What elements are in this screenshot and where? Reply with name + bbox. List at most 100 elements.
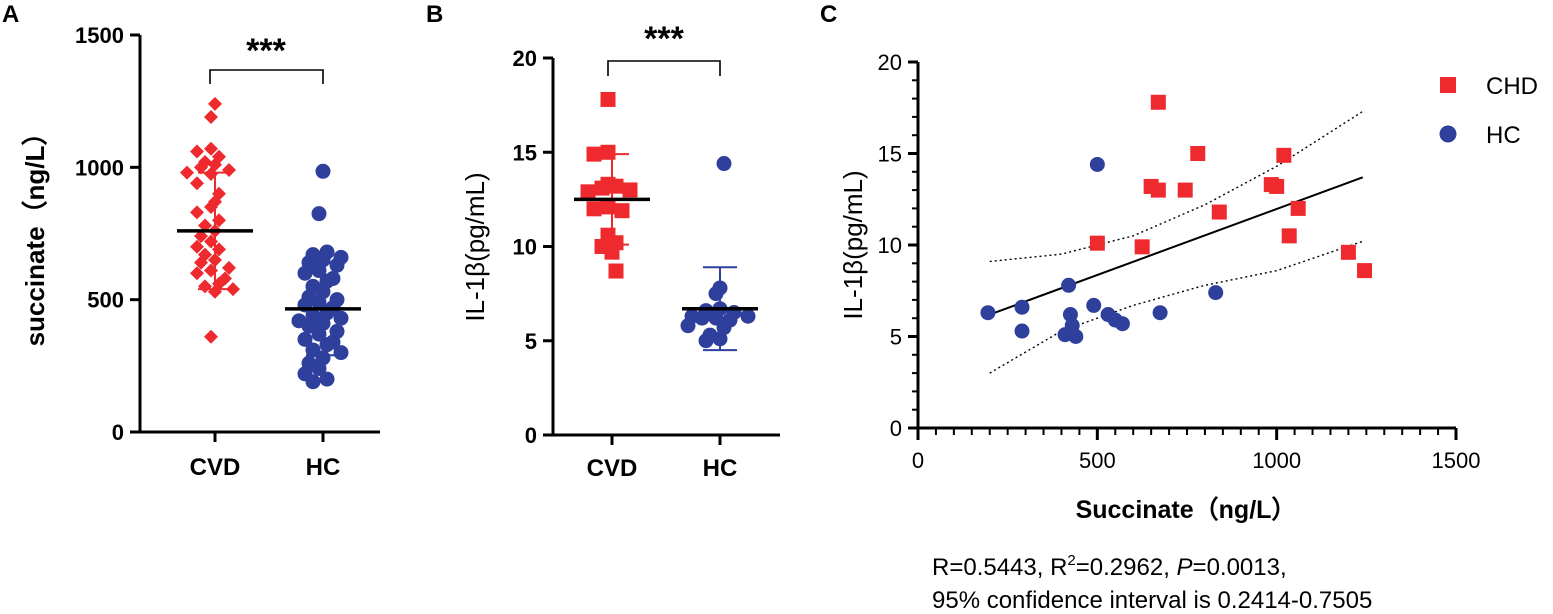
x-tick-label: 500 [1079, 448, 1116, 473]
panel-a-axes [138, 35, 380, 442]
data-point-hc [315, 163, 331, 179]
panel-letter-a: A [2, 1, 19, 28]
panel-letter-c: C [820, 1, 837, 28]
y-tick-label: 10 [513, 235, 537, 260]
panel-c-stats-line-2: 95% confidence interval is 0.2414-0.7505 [932, 587, 1372, 614]
data-point-cvd [204, 110, 218, 125]
data-point-chd [1276, 147, 1292, 163]
data-point-cvd [222, 162, 236, 177]
data-point-cvd [586, 146, 602, 162]
x-tick-label: 1500 [1432, 448, 1481, 473]
legend-chd-label: CHD [1486, 73, 1538, 100]
data-point-chd [1211, 204, 1227, 220]
panel-c-confidence-band [989, 110, 1364, 374]
data-point-cvd [204, 141, 218, 156]
data-point-cvd [190, 176, 204, 191]
data-point-hc [297, 265, 313, 281]
data-point-hc [329, 257, 345, 273]
data-point-hc [1068, 329, 1084, 344]
data-point-hc [708, 286, 724, 302]
y-tick-label: 20 [513, 46, 537, 71]
y-tick-label: 0 [112, 420, 124, 445]
data-point-hc [1086, 297, 1102, 313]
data-point-chd [1150, 94, 1166, 110]
data-point-cvd [608, 263, 624, 279]
y-tick-label: 1000 [75, 155, 124, 180]
data-point-chd [1089, 235, 1105, 251]
data-point-cvd [604, 244, 620, 260]
panel-b-significance-bracket [607, 60, 721, 76]
panel-b-category-cvd: CVD [587, 455, 638, 482]
data-point-hc [305, 342, 321, 358]
panel-a-category-hc: HC [306, 454, 341, 481]
data-point-chd [1177, 182, 1193, 198]
y-tick-label: 0 [890, 416, 902, 441]
data-point-chd [1150, 182, 1166, 198]
legend-hc-marker [1439, 125, 1457, 143]
data-point-cvd [614, 203, 630, 219]
panel-a-category-cvd: CVD [190, 454, 241, 481]
y-tick-label: 500 [87, 288, 124, 313]
data-point-hc [319, 337, 335, 353]
data-point-chd [1281, 228, 1297, 244]
x-tick-label: 0 [912, 448, 924, 473]
data-point-hc [740, 308, 756, 324]
data-point-hc [1061, 277, 1077, 293]
panel-b-y-axis-label: IL-1β(pg/mL) [460, 172, 490, 321]
data-point-cvd [190, 144, 204, 159]
panel-b-il1b: 0 5 10 15 20 IL-1β(pg/mL) CVD HC *** [460, 20, 780, 482]
panel-c-regression-line [989, 176, 1364, 316]
data-point-hc [1114, 316, 1130, 332]
data-point-cvd [180, 165, 194, 180]
data-point-chd [1134, 239, 1150, 255]
data-point-hc [301, 318, 317, 334]
data-point-hc [980, 305, 996, 321]
data-point-cvd [600, 199, 616, 215]
data-point-cvd [586, 201, 602, 217]
panel-a-y-axis-label: succinate（ng/L） [20, 120, 50, 347]
data-point-cvd [580, 184, 596, 200]
y-tick-label: 5 [890, 325, 902, 350]
data-point-chd [1190, 146, 1206, 161]
data-point-hc [680, 318, 696, 334]
data-point-hc [305, 374, 321, 390]
x-tick-label: 1000 [1252, 448, 1301, 473]
data-point-hc [311, 360, 327, 376]
data-point-cvd [622, 182, 638, 198]
data-point-hc [1152, 305, 1168, 321]
data-point-chd [1340, 244, 1356, 260]
panel-a-y-ticks: 0 500 1000 1500 [75, 23, 140, 445]
data-point-cvd [600, 144, 616, 160]
data-point-chd [1290, 200, 1306, 216]
y-tick-label: 1500 [75, 23, 124, 48]
panel-b-significance-label: *** [644, 20, 684, 58]
confidence-lower [989, 240, 1363, 374]
panel-c-legend: CHD HC [1439, 73, 1538, 149]
data-point-hc [297, 331, 313, 347]
r-squared-superscript: 2 [1067, 552, 1075, 569]
data-point-cvd [222, 260, 236, 275]
panel-c-y-axis-label: IL-1β(pg/mL) [838, 170, 868, 319]
data-point-hc [694, 310, 710, 326]
data-point-cvd [226, 282, 240, 297]
panel-c-x-ticks: 0 500 1000 1500 [912, 428, 1481, 473]
data-point-cvd [600, 91, 616, 107]
data-point-hc [311, 206, 327, 222]
data-point-hc [333, 345, 349, 361]
data-point-chd [1357, 263, 1373, 279]
data-point-hc [698, 333, 714, 349]
y-tick-label: 15 [878, 142, 902, 167]
panel-a-significance-label: *** [246, 32, 286, 70]
panel-b-mean-sd [574, 153, 758, 352]
data-point-cvd [608, 178, 624, 194]
data-point-hc [319, 371, 335, 387]
y-tick-label: 10 [878, 233, 902, 258]
data-point-cvd [208, 96, 222, 111]
y-tick-label: 15 [513, 140, 537, 165]
y-tick-label: 20 [878, 50, 902, 75]
data-point-cvd [198, 218, 212, 233]
panel-b-y-ticks: 0 5 10 15 20 [513, 46, 553, 448]
legend-hc-label: HC [1486, 122, 1521, 149]
panel-c-correlation: 0 5 10 15 20 0 500 1000 1500 IL-1β(pg/mL) Succi… [838, 50, 1538, 614]
